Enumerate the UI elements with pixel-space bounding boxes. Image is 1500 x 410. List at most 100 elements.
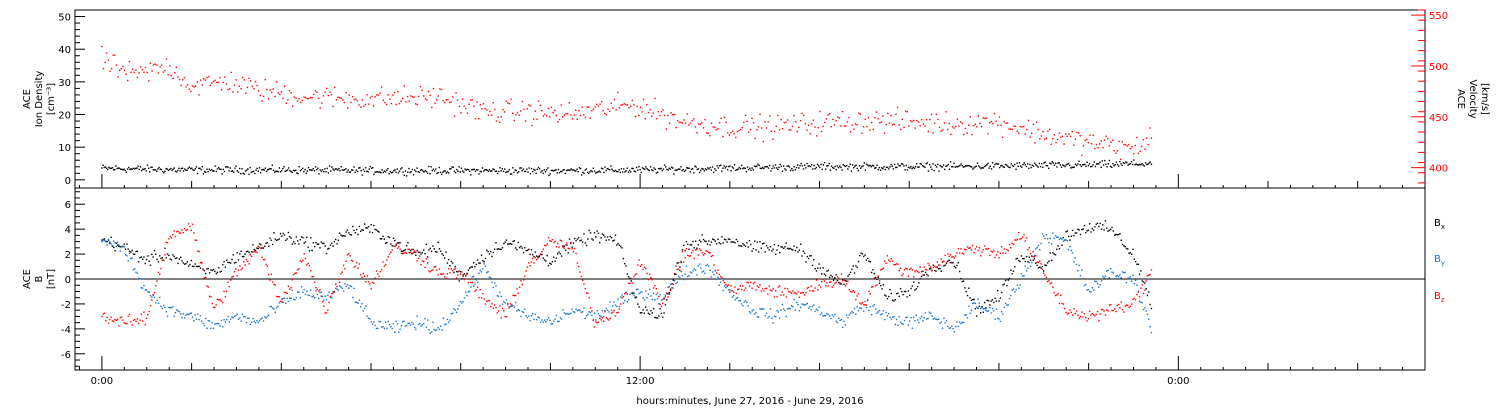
bx-point (165, 257, 167, 259)
bz-point (487, 300, 489, 302)
by-point (864, 300, 866, 303)
velocity-point (780, 118, 782, 121)
density-point (703, 170, 705, 172)
by-point (465, 291, 467, 293)
bz-point (394, 245, 396, 248)
bz-point (369, 283, 371, 285)
bx-point (977, 307, 979, 310)
density-point (967, 164, 969, 167)
velocity-point (172, 77, 174, 80)
by-point (669, 283, 672, 286)
bz-point (262, 258, 265, 261)
velocity-point (974, 123, 976, 126)
bx-point (915, 288, 917, 290)
by-point (719, 281, 722, 283)
velocity-point (541, 109, 543, 112)
bx-point (1010, 269, 1012, 272)
density-point (467, 169, 470, 171)
bz-point (972, 244, 974, 247)
density-point (464, 168, 466, 170)
bx-point (500, 248, 502, 251)
time-tick-label: 0:00 (91, 376, 113, 387)
by-point (521, 310, 523, 313)
bz-point (181, 229, 183, 231)
density-point (963, 165, 966, 168)
bz-point (735, 292, 738, 295)
velocity-point (143, 71, 145, 73)
density-point (696, 168, 698, 171)
bx-point (793, 245, 795, 247)
bz-point (578, 265, 580, 268)
density-point (914, 165, 917, 168)
density-point (373, 173, 375, 176)
bz-point (165, 241, 167, 244)
bx-point (127, 248, 129, 250)
by-point (792, 305, 794, 308)
by-point (1115, 275, 1117, 277)
bz-point (530, 261, 533, 263)
by-point (681, 275, 684, 277)
by-point (377, 327, 379, 330)
velocity-point (867, 117, 870, 119)
density-point (237, 171, 240, 173)
density-point (457, 170, 459, 172)
bz-point (1106, 309, 1108, 311)
bx-point (354, 232, 357, 234)
by-point (1111, 271, 1113, 273)
density-point (1095, 163, 1098, 165)
velocity-point (138, 72, 140, 74)
density-point (956, 166, 959, 168)
by-point (1020, 273, 1023, 275)
bz-point (470, 281, 472, 284)
by-point (876, 312, 878, 315)
bz-point (930, 266, 932, 268)
bz-point (137, 322, 140, 325)
by-point (911, 327, 914, 329)
bx-point (1002, 284, 1004, 286)
bz-point (827, 285, 829, 287)
bx-point (844, 280, 847, 282)
by-point (442, 317, 445, 319)
density-point (506, 171, 508, 173)
bx-point (859, 254, 861, 257)
bx-point (580, 239, 583, 241)
density-point (961, 164, 963, 167)
bz-point (743, 289, 745, 291)
bx-point (441, 253, 443, 255)
density-point (114, 169, 116, 171)
bz-point (157, 271, 160, 274)
bx-point (773, 243, 776, 246)
bx-point (1014, 266, 1016, 268)
bz-point (697, 254, 699, 256)
bz-point (1002, 252, 1004, 254)
by-point (335, 287, 337, 290)
density-point (452, 166, 455, 168)
bz-point (881, 268, 883, 271)
bz-point (405, 252, 408, 254)
velocity-point (216, 81, 218, 84)
bz-point (432, 269, 434, 271)
density-point (1025, 165, 1028, 168)
density-point (843, 165, 846, 167)
velocity-point (853, 128, 855, 130)
bz-point (739, 285, 741, 287)
density-point (803, 164, 806, 166)
bz-point (215, 304, 217, 306)
bz-point (391, 249, 393, 251)
bz-point (283, 291, 286, 294)
by-point (755, 311, 757, 314)
velocity-point (951, 126, 954, 128)
density-point (700, 169, 702, 172)
density-point (1003, 166, 1006, 168)
bz-point (480, 297, 483, 299)
velocity-point (990, 120, 993, 123)
density-point (624, 171, 626, 173)
density-point (363, 170, 366, 173)
bz-point (788, 290, 790, 293)
by-point (553, 320, 555, 322)
density-point (614, 169, 617, 172)
density-point (192, 169, 194, 171)
bx-point (777, 244, 780, 247)
bz-point (648, 273, 651, 275)
by-point (763, 308, 765, 310)
